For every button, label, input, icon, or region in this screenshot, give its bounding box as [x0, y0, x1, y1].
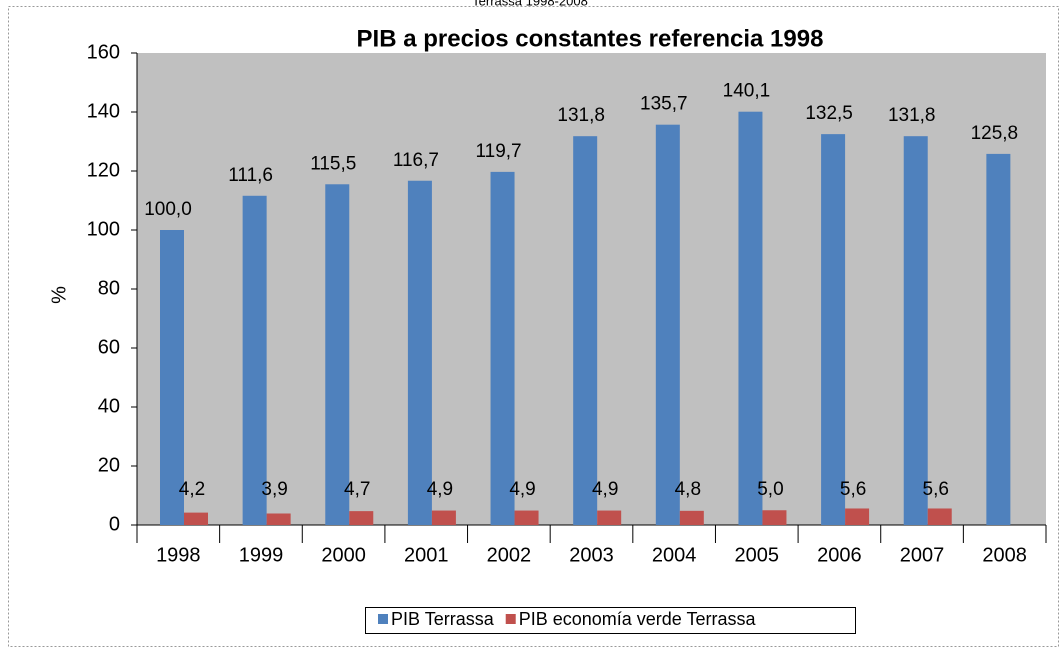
y-tick-label: 120 — [87, 159, 120, 181]
bar — [573, 136, 598, 525]
legend-swatch — [505, 614, 516, 624]
x-tick-label: 1998 — [156, 544, 201, 566]
data-label: 119,7 — [475, 141, 521, 162]
legend-label: PIB economía verde Terrassa — [519, 609, 757, 629]
data-label: 135,7 — [640, 94, 688, 115]
legend-label: PIB Terrassa — [391, 609, 495, 629]
bar — [184, 512, 208, 525]
y-tick-label: 160 — [87, 41, 120, 63]
data-label: 4,2 — [179, 479, 205, 500]
bar — [655, 124, 680, 525]
x-tick-label: 2002 — [487, 544, 532, 566]
bar — [160, 230, 184, 525]
chart-subtitle: Terrassa 1998-2008 — [472, 0, 588, 8]
chart-title: PIB a precios constantes referencia 1998 — [357, 25, 824, 52]
bar — [266, 513, 291, 525]
y-tick-label: 0 — [109, 513, 120, 535]
data-label: 131,8 — [888, 105, 936, 126]
data-label: 4,8 — [675, 479, 701, 500]
bar — [927, 508, 952, 525]
bar — [597, 510, 622, 525]
y-axis-label: % — [48, 286, 70, 304]
y-tick-label: 80 — [98, 277, 120, 299]
bar — [514, 510, 539, 525]
data-label: 111,6 — [228, 165, 273, 186]
data-label: 5,6 — [840, 479, 866, 500]
bar — [821, 134, 846, 525]
data-label: 131,8 — [557, 105, 605, 126]
data-label: 3,9 — [261, 479, 287, 500]
data-label: 4,9 — [427, 479, 453, 500]
bar — [903, 136, 928, 525]
data-label: 5,6 — [923, 479, 949, 500]
data-label: 100,0 — [144, 199, 192, 220]
x-tick-label: 2000 — [321, 544, 366, 566]
bar — [986, 153, 1011, 525]
legend-swatch — [378, 614, 388, 624]
data-label: 4,9 — [509, 479, 535, 500]
x-tick-label: 1999 — [239, 544, 284, 566]
y-tick-label: 40 — [98, 395, 120, 417]
data-label: 140,1 — [723, 81, 771, 102]
x-tick-label: 2003 — [569, 544, 614, 566]
x-tick-label: 2007 — [900, 544, 945, 566]
bar — [431, 510, 456, 525]
data-label: 132,5 — [805, 103, 853, 124]
y-tick-label: 60 — [98, 336, 120, 358]
x-tick-label: 2008 — [982, 544, 1027, 566]
bar — [490, 171, 515, 525]
bar — [242, 195, 267, 525]
x-tick-label: 2005 — [735, 544, 780, 566]
data-label: 125,8 — [971, 123, 1019, 144]
y-tick-label: 20 — [98, 454, 120, 476]
data-label: 115,5 — [310, 153, 356, 174]
legend-box — [365, 607, 856, 634]
x-tick-label: 2006 — [817, 544, 862, 566]
y-tick-label: 100 — [87, 218, 120, 240]
bar — [679, 510, 704, 525]
y-tick-label: 140 — [87, 100, 120, 122]
data-label: 5,0 — [757, 479, 783, 500]
data-label: 4,7 — [344, 479, 370, 500]
data-label: 116,7 — [393, 150, 439, 171]
bar — [349, 511, 374, 525]
x-tick-label: 2004 — [652, 544, 697, 566]
bar — [407, 180, 432, 526]
bar — [762, 510, 787, 525]
bar — [845, 508, 870, 525]
bar — [325, 184, 350, 525]
x-tick-label: 2001 — [404, 544, 449, 566]
bar — [738, 111, 763, 525]
data-label: 4,9 — [592, 479, 618, 500]
